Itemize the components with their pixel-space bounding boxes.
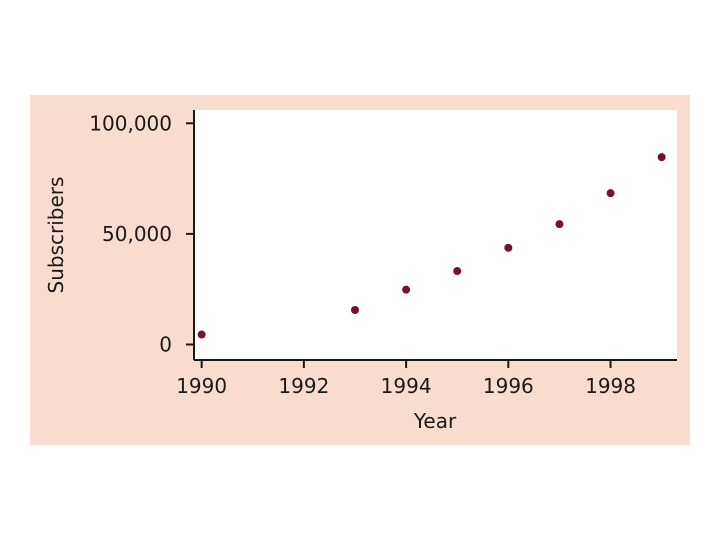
- data-point: [351, 306, 359, 314]
- data-points: [197, 153, 666, 339]
- y-tick-label: 100,000: [89, 111, 172, 135]
- x-tick-label: 1990: [176, 374, 227, 398]
- scatter-chart: 1990 1992 1994 1996 1998 0 50,000 100,000 Year…: [30, 95, 690, 445]
- x-tick-label: 1998: [585, 374, 636, 398]
- y-axis-ticks: 0 50,000 100,000: [89, 111, 194, 357]
- chart-panel: 1990 1992 1994 1996 1998 0 50,000 100,000 Year…: [30, 95, 690, 445]
- data-point: [197, 330, 206, 339]
- data-point: [453, 267, 462, 276]
- plot-area: [194, 110, 677, 360]
- x-tick-label: 1996: [483, 374, 534, 398]
- y-tick-label: 50,000: [102, 222, 172, 246]
- y-axis-title: Subscribers: [44, 177, 68, 294]
- data-point: [504, 243, 513, 252]
- x-tick-label: 1994: [381, 374, 432, 398]
- data-point: [606, 189, 615, 198]
- data-point: [555, 220, 564, 229]
- x-axis-title: Year: [413, 409, 457, 433]
- y-tick-label: 0: [159, 333, 172, 357]
- x-tick-label: 1992: [278, 374, 329, 398]
- x-axis-ticks: 1990 1992 1994 1996 1998: [176, 360, 636, 398]
- data-point: [402, 285, 411, 294]
- data-point: [657, 153, 666, 162]
